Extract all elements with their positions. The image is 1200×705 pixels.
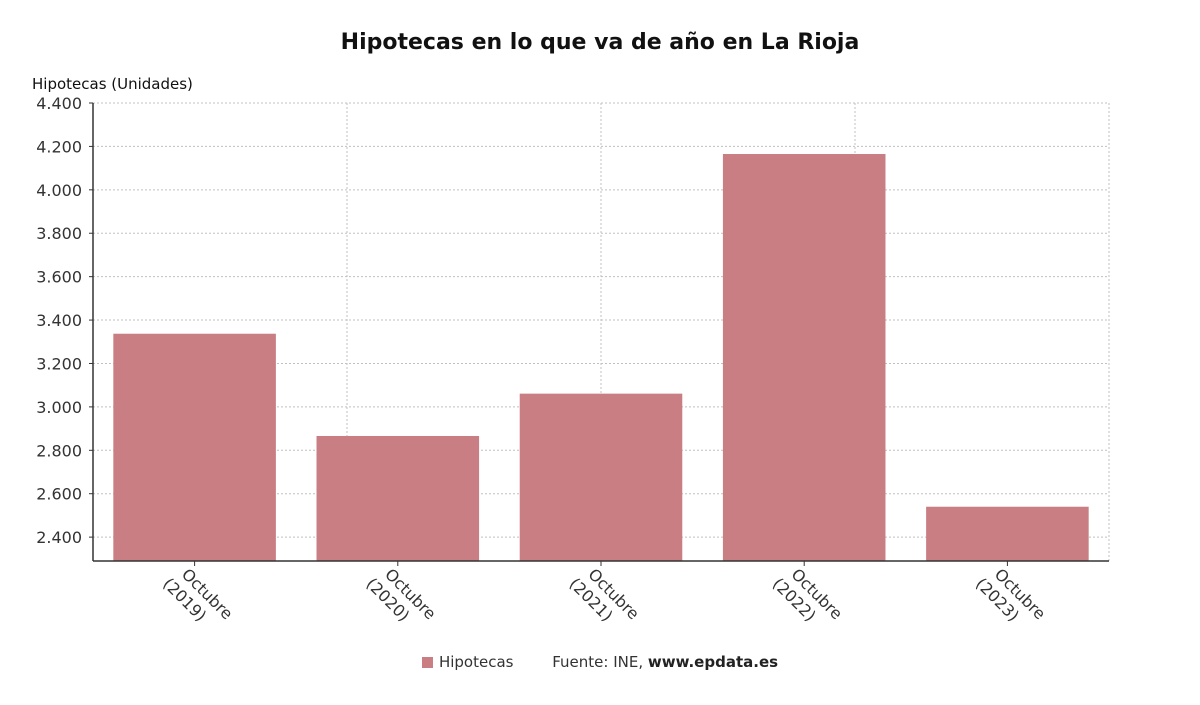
legend-item-hipotecas: Hipotecas (421, 653, 518, 671)
x-tick-label: Octubre(2019) (159, 560, 237, 638)
y-axis-label: Hipotecas (Unidades) (32, 75, 193, 93)
y-tick-label: 2.800 (36, 441, 82, 460)
y-tick-label: 3.600 (36, 268, 82, 287)
x-tick-label: Octubre(2022) (769, 560, 847, 638)
y-tick-label: 4.000 (36, 181, 82, 200)
bar (926, 506, 1089, 561)
y-tick-label: 4.400 (36, 94, 82, 113)
y-tick-label: 2.400 (36, 528, 82, 547)
axis-layer (89, 102, 1109, 566)
x-tick-label: Octubre(2020) (362, 560, 440, 638)
legend: Hipotecas Fuente: INE, www.epdata.es (0, 653, 1200, 671)
source-site: www.epdata.es (647, 653, 779, 671)
y-tick-label: 3.400 (36, 311, 82, 330)
source-prefix: Fuente: INE, (552, 653, 648, 671)
y-tick-label: 3.800 (36, 224, 82, 243)
bar (519, 393, 683, 561)
y-tick-label: 2.600 (36, 485, 82, 504)
bars-layer (113, 154, 1089, 562)
y-tick-label: 3.200 (36, 354, 82, 373)
bar (113, 333, 276, 561)
source-text: Fuente: INE, www.epdata.es (552, 653, 778, 671)
bar (722, 154, 886, 562)
y-tick-label: 3.000 (36, 398, 82, 417)
x-tick-label: Octubre(2021) (566, 560, 644, 638)
legend-swatch (421, 657, 433, 668)
chart-title: Hipotecas en lo que va de año en La Rioj… (340, 30, 860, 55)
x-tick-label: Octubre(2023) (972, 560, 1050, 638)
y-tick-label: 4.200 (36, 137, 82, 156)
legend-label: Hipotecas (438, 653, 514, 671)
bar (316, 435, 480, 561)
